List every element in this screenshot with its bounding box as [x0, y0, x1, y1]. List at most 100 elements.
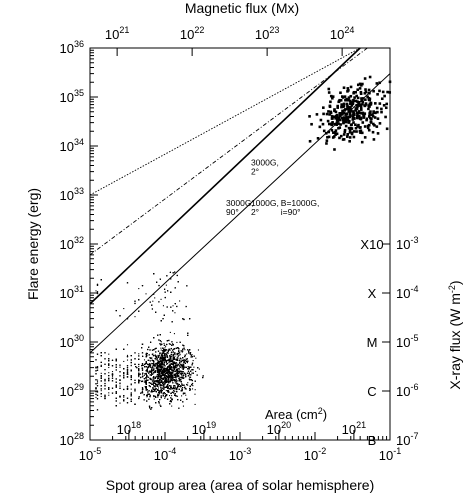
data-point-square — [331, 95, 335, 98]
data-point-square — [348, 112, 352, 116]
data-point-dot — [158, 393, 160, 395]
data-point-square — [352, 121, 355, 124]
data-point-square — [327, 91, 331, 94]
data-point-dot — [167, 381, 169, 383]
data-point-dot — [174, 382, 176, 384]
data-point-square — [354, 126, 358, 130]
data-point-dot — [170, 358, 172, 360]
data-point-dot — [115, 384, 117, 386]
reference-line — [89, 47, 361, 305]
data-point-square — [350, 123, 353, 126]
data-point-square — [327, 122, 331, 126]
data-point-dot — [178, 368, 180, 370]
data-point-square — [334, 129, 338, 132]
data-point-dot — [178, 385, 180, 387]
data-point-dot — [162, 365, 164, 367]
data-point-square — [339, 113, 342, 117]
data-point-dot — [172, 373, 174, 375]
data-point-dot — [170, 385, 172, 387]
data-point-square — [364, 102, 368, 105]
data-point-dot — [169, 331, 171, 333]
data-point-square — [371, 130, 375, 134]
data-point-dot — [181, 374, 183, 376]
data-point-square — [328, 113, 331, 116]
data-point-dot — [165, 374, 167, 377]
data-point-dot — [178, 354, 180, 356]
data-point-dot — [177, 356, 179, 358]
data-point-square — [347, 89, 350, 92]
data-point-dot — [192, 360, 194, 362]
data-point-square — [372, 122, 375, 126]
data-point-square — [371, 115, 375, 118]
data-point-square — [324, 131, 328, 135]
data-point-square — [330, 115, 334, 118]
data-point-dot — [190, 376, 192, 378]
data-point-dot — [130, 358, 132, 361]
data-point-square — [357, 123, 360, 127]
data-point-dot — [178, 371, 180, 373]
data-point-square — [378, 122, 382, 125]
data-point-dot — [172, 305, 174, 307]
data-point-dot — [166, 389, 168, 392]
data-point-square — [351, 118, 355, 121]
data-point-dot — [155, 380, 157, 382]
data-point-square — [341, 138, 345, 141]
data-point-square — [361, 82, 364, 86]
data-point-dot — [151, 379, 154, 381]
data-point-square — [356, 113, 359, 116]
data-point-square — [349, 126, 353, 130]
data-point-dot — [126, 359, 129, 361]
data-point-square — [380, 97, 384, 101]
data-point-square — [347, 126, 351, 130]
data-point-dot — [168, 395, 171, 397]
data-point-dot — [172, 359, 174, 361]
data-point-dot — [147, 365, 149, 367]
data-point-square — [356, 125, 359, 128]
data-point-square — [310, 122, 313, 126]
data-point-square — [347, 120, 350, 123]
data-point-square — [322, 129, 326, 133]
data-point-square — [346, 132, 350, 136]
data-point-square — [385, 127, 389, 131]
data-point-dot — [160, 349, 162, 351]
data-point-square — [358, 104, 361, 107]
data-point-dot — [111, 371, 114, 373]
data-point-square — [376, 110, 379, 114]
data-point-square — [335, 117, 339, 120]
data-point-dot — [158, 378, 160, 380]
data-point-dot — [158, 383, 160, 385]
data-point-dot — [154, 364, 156, 366]
data-point-dot — [157, 366, 159, 368]
data-point-square — [358, 129, 362, 133]
data-point-dot — [152, 379, 154, 381]
data-point-square — [333, 122, 337, 126]
data-point-dot — [130, 360, 132, 362]
data-point-square — [331, 96, 334, 100]
data-point-square — [361, 100, 365, 103]
data-point-dot — [145, 380, 147, 382]
data-point-dot — [178, 383, 181, 386]
data-point-dot — [183, 360, 185, 362]
data-point-dot — [171, 376, 173, 379]
data-point-square — [339, 134, 343, 138]
data-point-square — [355, 111, 359, 115]
data-point-square — [356, 88, 359, 92]
data-point-dot — [164, 397, 166, 399]
data-point-dot — [166, 371, 168, 373]
data-point-dot — [141, 391, 143, 393]
data-point-dot — [171, 405, 173, 407]
data-point-dot — [182, 392, 184, 394]
data-point-square — [348, 128, 352, 132]
data-point-square — [315, 113, 319, 116]
data-point-square — [375, 125, 379, 128]
data-point-square — [336, 106, 339, 109]
data-point-square — [343, 128, 347, 132]
data-point-square — [346, 118, 350, 121]
data-point-square — [350, 104, 354, 107]
data-point-dot — [160, 347, 162, 349]
data-point-dot — [108, 366, 110, 369]
data-point-square — [359, 131, 362, 134]
data-point-square — [370, 117, 373, 121]
data-point-square — [354, 123, 357, 127]
data-point-dot — [163, 360, 165, 362]
